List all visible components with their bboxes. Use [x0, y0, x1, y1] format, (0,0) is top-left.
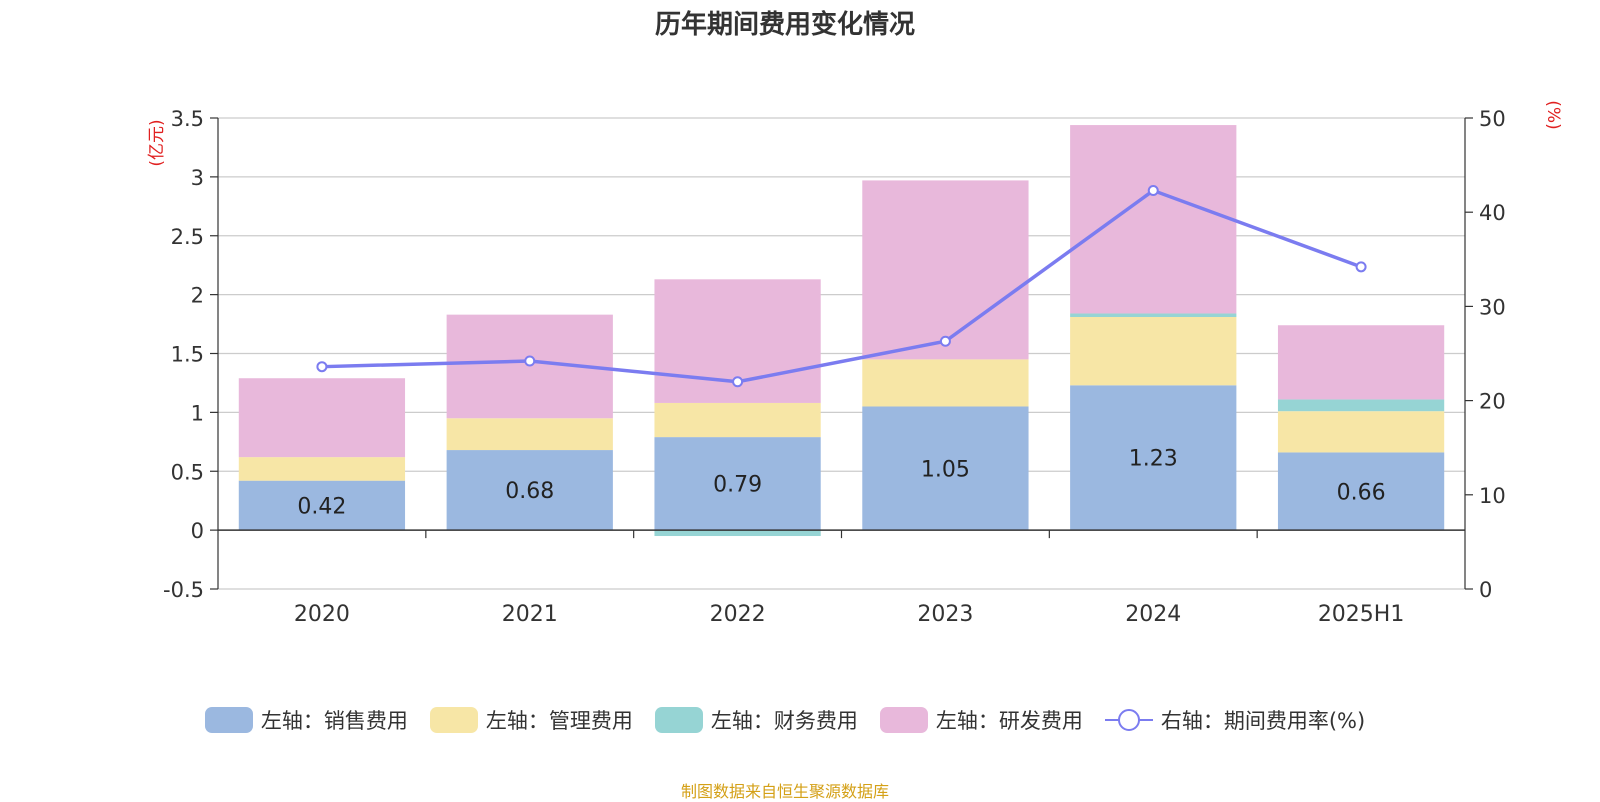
bars [238, 125, 1445, 537]
bar-segment [1277, 399, 1445, 412]
left-tick-label: 0 [191, 519, 204, 543]
left-tick-label: 3.5 [171, 107, 204, 131]
rate-point [732, 376, 744, 388]
data-label: 0.42 [297, 494, 346, 519]
x-tick-label: 2021 [502, 602, 558, 627]
right-tick-label: 20 [1479, 390, 1506, 414]
x-tick-label: 2025H1 [1318, 602, 1405, 627]
left-tick-label: -0.5 [163, 578, 204, 602]
left-tick-label: 1 [191, 401, 204, 425]
legend-label: 右轴：期间费用率(%) [1160, 709, 1366, 733]
bar-segment [1277, 411, 1445, 453]
data-label: 1.05 [921, 457, 970, 482]
right-tick-label: 10 [1479, 484, 1506, 508]
legend-swatch [654, 707, 703, 733]
left-tick-label: 1.5 [171, 343, 204, 367]
bar-segment [1070, 385, 1237, 531]
bar-segment [1070, 316, 1237, 386]
left-tick-label: 0.5 [171, 460, 204, 484]
legend-item[interactable]: 左轴：管理费用 [429, 705, 633, 735]
bar-segment [446, 450, 613, 531]
bar-segment [446, 418, 613, 451]
bar-segment [238, 480, 406, 531]
bar-segment [654, 530, 821, 537]
data-label: 0.66 [1337, 480, 1386, 505]
left-tick-label: 2.5 [171, 225, 204, 249]
legend-item[interactable]: 左轴：销售费用 [204, 705, 408, 735]
left-tick-label: 3 [191, 166, 204, 190]
legend-label: 左轴：销售费用 [260, 709, 408, 733]
gridlines [218, 117, 1465, 590]
bar-segment [1277, 325, 1445, 400]
legend-swatch [879, 707, 928, 733]
legend-item[interactable]: 左轴：研发费用 [879, 705, 1083, 735]
data-label: 0.79 [713, 473, 762, 498]
bar-segment [654, 437, 821, 531]
right-tick-label: 0 [1479, 578, 1492, 602]
legend-label: 左轴：财务费用 [710, 709, 858, 733]
legend-item[interactable]: 左轴：财务费用 [654, 705, 858, 735]
source-note: 制图数据来自恒生聚源数据库 [680, 782, 889, 801]
right-tick-label: 30 [1479, 295, 1506, 319]
rate-line [316, 185, 1367, 388]
bar-segment [654, 402, 821, 438]
left-axis-unit: (亿元) [147, 119, 167, 166]
rate-line-path [321, 188, 1362, 384]
bar-segment [862, 180, 1029, 360]
bar-segment [238, 457, 406, 481]
rate-point [316, 361, 328, 373]
legend-label: 左轴：管理费用 [485, 709, 633, 733]
x-tick-label: 2020 [294, 602, 350, 627]
right-tick-label: 40 [1479, 201, 1506, 225]
bar-segment [1277, 452, 1445, 531]
data-label: 1.23 [1129, 447, 1178, 472]
left-tick-label: 2 [191, 284, 204, 308]
axes: -0.5 0 0.5 1 1.5 2 2.5 3 3.5 0 10 20 30 40 50 (亿元) (%) 20… [147, 100, 1563, 627]
rate-point [1355, 261, 1367, 273]
right-tick-label: 50 [1479, 107, 1506, 131]
legend-item[interactable]: 右轴：期间费用率(%) [1104, 705, 1366, 735]
bar-segment [862, 406, 1029, 531]
data-labels: 0.42 0.68 0.79 1.05 1.23 0.66 [297, 447, 1385, 520]
right-axis-unit: (%) [1543, 100, 1563, 129]
bar-segment [1070, 125, 1237, 314]
chart-canvas: -0.5 0 0.5 1 1.5 2 2.5 3 3.5 0 10 20 30 40 50 (亿元) (%) 20… [147, 100, 1563, 627]
bar-segment [1070, 313, 1237, 317]
chart-title: 历年期间费用变化情况 [654, 10, 915, 40]
rate-point [1147, 185, 1159, 197]
x-tick-label: 2024 [1125, 602, 1181, 627]
data-label: 0.68 [505, 479, 554, 504]
bar-segment [238, 378, 406, 458]
x-tick-label: 2023 [917, 602, 973, 627]
bar-segment [862, 359, 1029, 407]
legend-swatch [204, 707, 253, 733]
x-tick-label: 2022 [710, 602, 766, 627]
rate-point [939, 335, 951, 347]
rate-point [524, 355, 536, 367]
legend-swatch [429, 707, 478, 733]
legend-line-marker [1104, 709, 1153, 731]
legend-label: 左轴：研发费用 [935, 709, 1083, 733]
legend: 左轴：销售费用 左轴：管理费用 左轴：财务费用 左轴：研发费用 右轴：期间费用率(%) [0, 705, 1570, 735]
